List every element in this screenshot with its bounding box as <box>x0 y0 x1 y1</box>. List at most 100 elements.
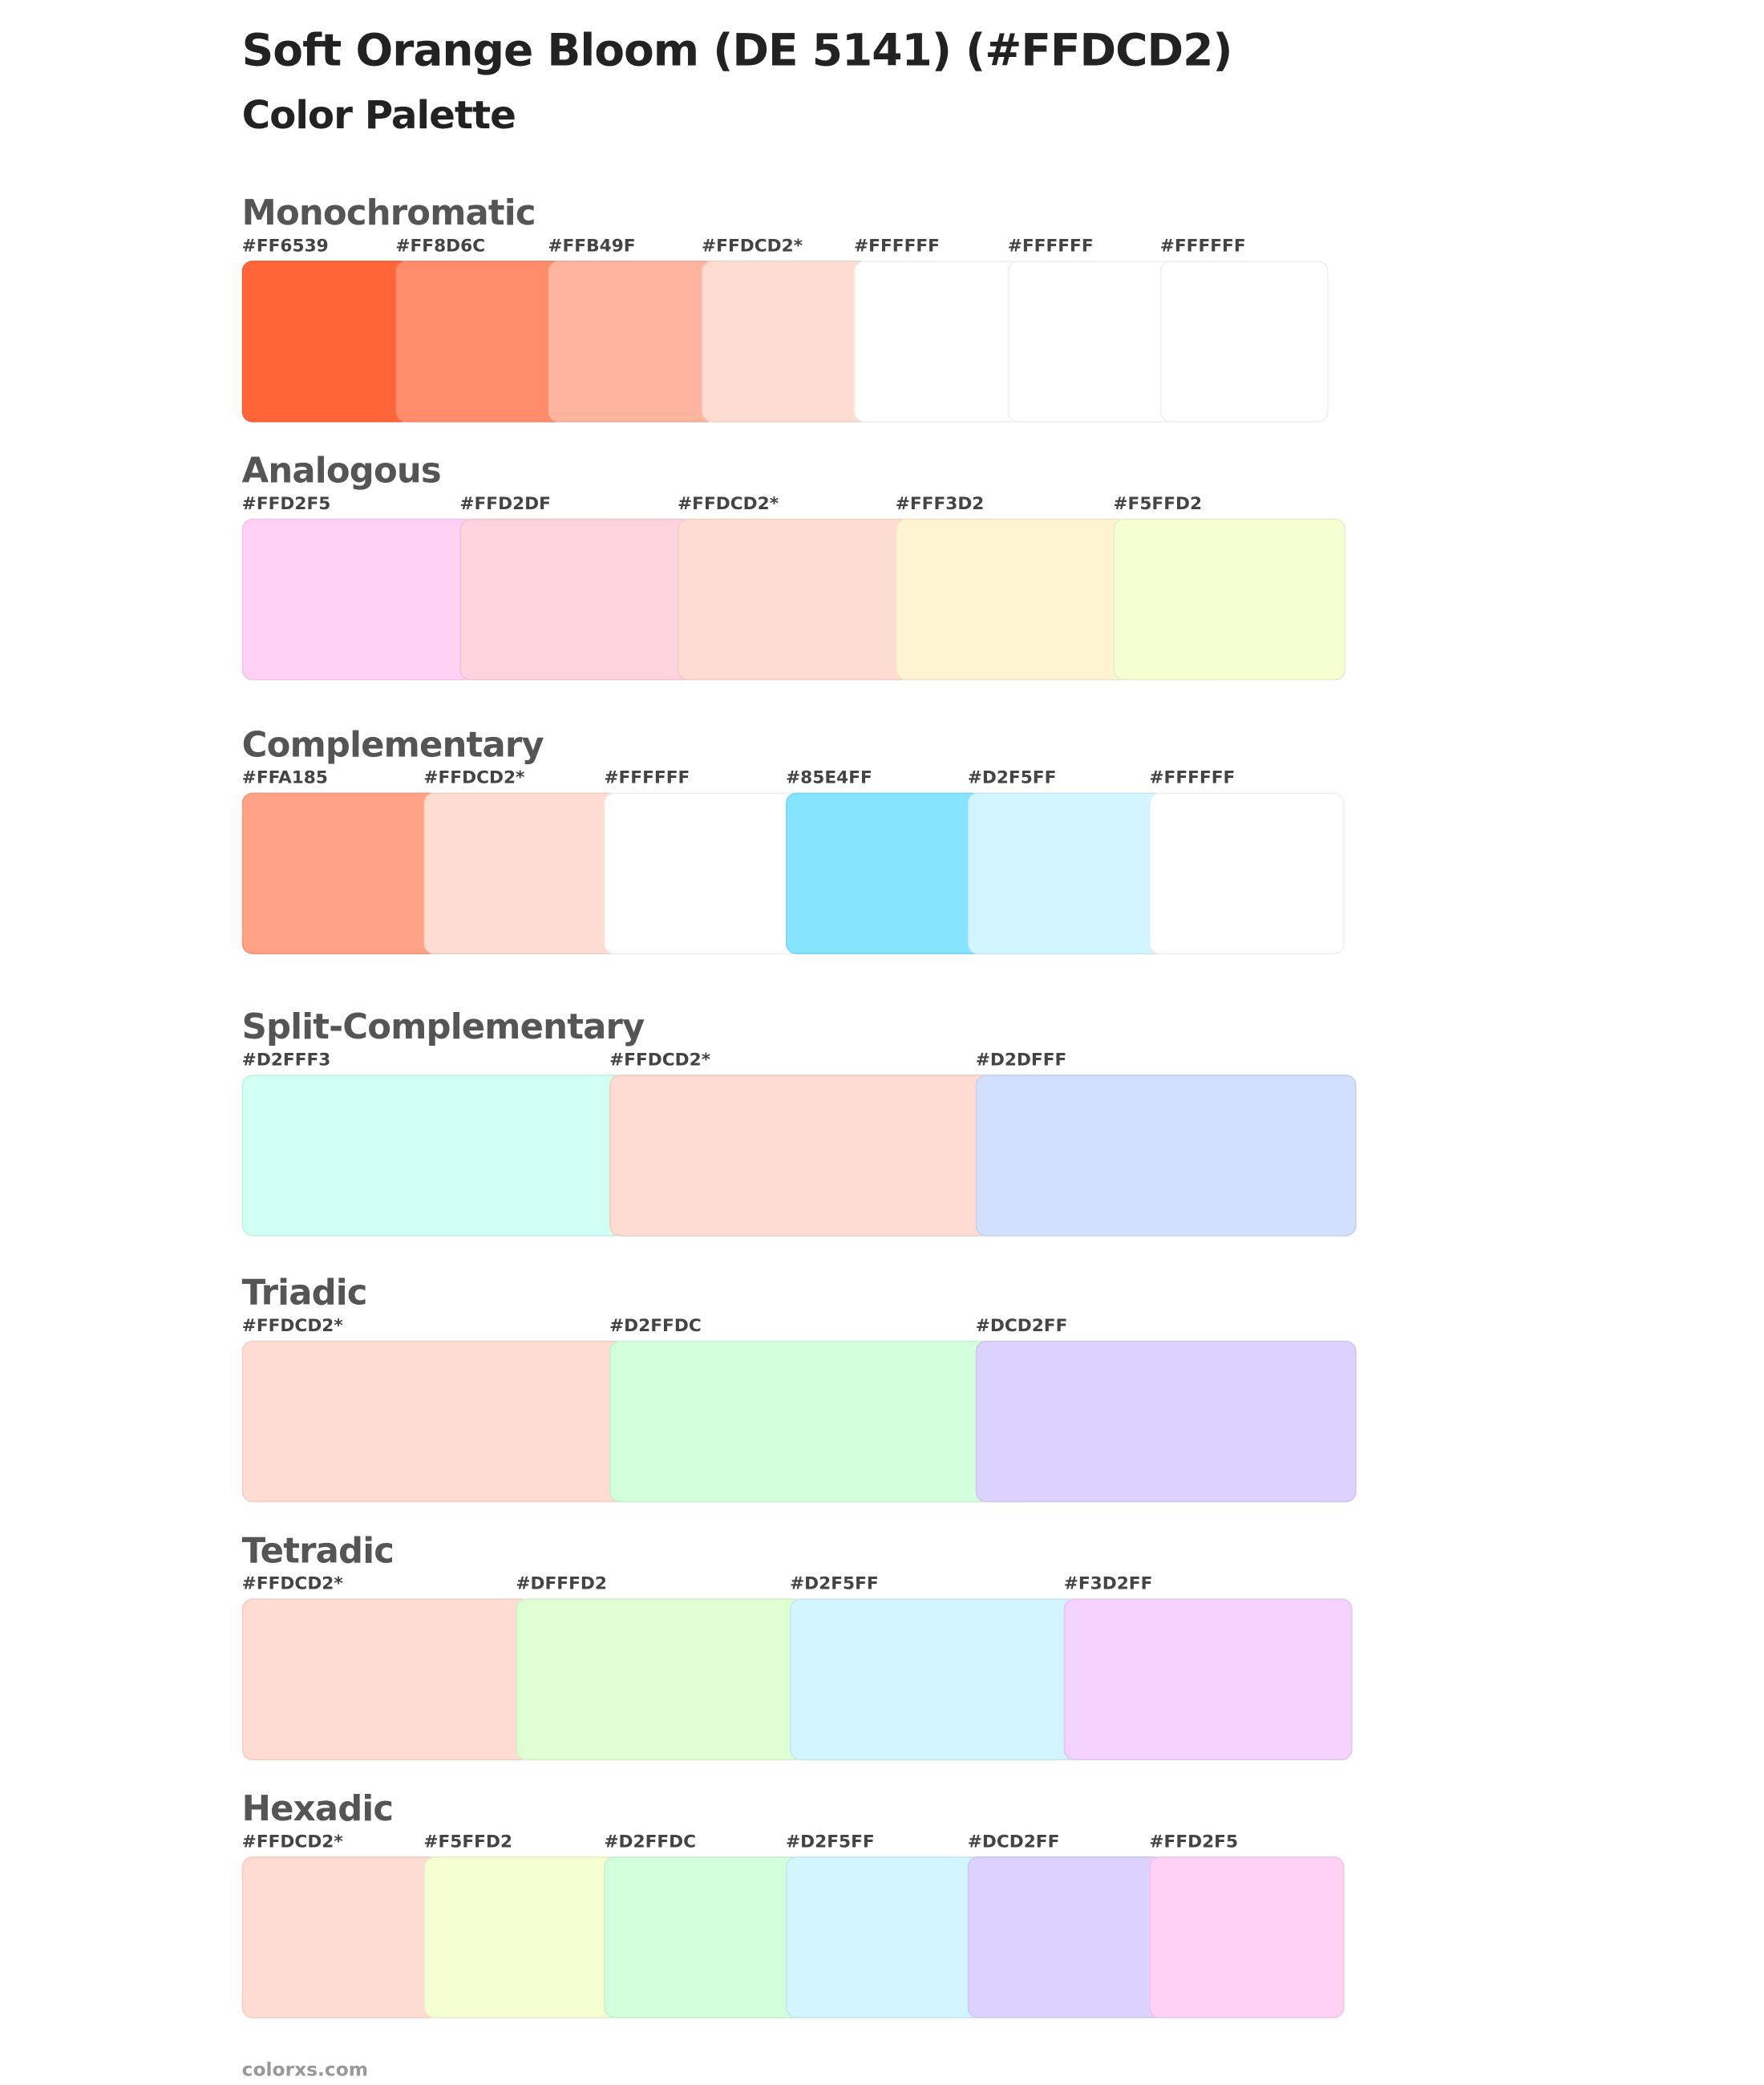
hex-label[interactable]: #F5FFD2 <box>1113 494 1203 515</box>
hex-label-row: #FFDCD2* #DFFFD2 #D2F5FF #F3D2FF <box>241 1572 1153 1598</box>
footer-site-name[interactable]: colorxs.com <box>241 2059 369 2082</box>
hex-label[interactable]: #FF8D6C <box>395 237 486 257</box>
hex-label[interactable]: #F5FFD2 <box>423 1832 513 1853</box>
hex-label[interactable]: #DCD2FF <box>967 1832 1060 1853</box>
section-analogous: Analogous #FFD2F5 #FFD2DF #FFDCD2* #FFF3D2 #F… <box>241 451 1346 681</box>
hex-label[interactable]: #FFDCD2* <box>609 1051 711 1071</box>
swatch-row <box>241 1598 1353 1761</box>
section-heading: Hexadic <box>241 1789 394 1830</box>
section-heading: Tetradic <box>241 1532 394 1573</box>
swatch-row <box>241 261 1329 423</box>
hex-label-row: #D2FFF3 #FFDCD2* #D2DFFF <box>241 1048 1067 1075</box>
color-swatch[interactable] <box>241 792 440 955</box>
hex-label[interactable]: #D2F5FF <box>967 768 1057 789</box>
hex-label-row: #FFDCD2* #F5FFD2 #D2FFDC #D2F5FF #DCD2FF #FFD… <box>241 1830 1238 1856</box>
hex-label[interactable]: #FFD2DF <box>459 494 551 515</box>
hex-label[interactable]: #D2FFDC <box>609 1316 702 1337</box>
color-swatch[interactable] <box>1149 792 1345 955</box>
color-swatch[interactable] <box>395 261 566 423</box>
color-swatch[interactable] <box>1113 518 1346 681</box>
color-swatch[interactable] <box>609 1340 993 1503</box>
hex-label[interactable]: #D2F5FF <box>786 1832 875 1853</box>
section-heading: Triadic <box>241 1273 368 1314</box>
color-swatch[interactable] <box>241 1340 626 1503</box>
hex-label[interactable]: #FFB49F <box>548 237 636 257</box>
hex-label-row: #FF6539 #FF8D6C #FFB49F #FFDCD2* #FFFFFF #FFF… <box>241 234 1246 261</box>
color-swatch[interactable] <box>241 1598 532 1761</box>
color-swatch[interactable] <box>548 261 718 423</box>
color-swatch[interactable] <box>1159 261 1329 423</box>
hex-label[interactable]: #DCD2FF <box>975 1316 1068 1337</box>
color-swatch[interactable] <box>967 1856 1166 2018</box>
hex-label[interactable]: #FFFFFF <box>604 768 690 789</box>
hex-label[interactable]: #FFFFFF <box>1149 768 1236 789</box>
page-subtitle: Color Palette <box>241 92 516 138</box>
section-heading: Analogous <box>241 451 442 492</box>
hex-label[interactable]: #FFDCD2* <box>241 1316 343 1337</box>
hex-label[interactable]: #FF6539 <box>241 237 329 257</box>
page-title: Soft Orange Bloom (DE 5141) (#FFDCD2) <box>241 24 1233 77</box>
color-swatch[interactable] <box>678 518 912 681</box>
hex-label[interactable]: #DFFFD2 <box>516 1574 607 1595</box>
color-swatch[interactable] <box>516 1598 807 1761</box>
color-swatch[interactable] <box>241 1856 440 2018</box>
section-split-complementary: Split-Complementary #D2FFF3 #FFDCD2* #D2DFF… <box>241 1007 1357 1237</box>
hex-label[interactable]: #F3D2FF <box>1063 1574 1153 1595</box>
section-heading: Monochromatic <box>241 193 536 234</box>
hex-label[interactable]: #FFDCD2* <box>423 768 525 789</box>
color-swatch[interactable] <box>975 1340 1357 1503</box>
color-swatch[interactable] <box>967 792 1166 955</box>
hex-label[interactable]: #FFFFFF <box>1007 237 1094 257</box>
color-swatch[interactable] <box>786 792 984 955</box>
section-hexadic: Hexadic #FFDCD2* #F5FFD2 #D2FFDC #D2F5FF #DCD… <box>241 1789 1345 2018</box>
hex-label[interactable]: #FFD2F5 <box>241 494 331 515</box>
section-complementary: Complementary #FFA185 #FFDCD2* #FFFFFF #85E4… <box>241 726 1345 955</box>
hex-label[interactable]: #FFFFFF <box>1159 237 1246 257</box>
color-swatch[interactable] <box>241 261 412 423</box>
color-swatch[interactable] <box>790 1598 1080 1761</box>
section-triadic: Triadic #FFDCD2* #D2FFDC #DCD2FF <box>241 1273 1357 1503</box>
hex-label[interactable]: #FFFFFF <box>854 237 941 257</box>
color-swatch[interactable] <box>702 261 872 423</box>
hex-label[interactable]: #FFA185 <box>241 768 328 789</box>
section-heading: Split-Complementary <box>241 1007 645 1048</box>
hex-label[interactable]: #D2FFDC <box>604 1832 697 1853</box>
hex-label[interactable]: #FFF3D2 <box>895 494 985 515</box>
color-swatch[interactable] <box>854 261 1024 423</box>
color-swatch[interactable] <box>241 1075 626 1237</box>
hex-label-row: #FFDCD2* #D2FFDC #DCD2FF <box>241 1314 1068 1340</box>
swatch-row <box>241 1075 1357 1237</box>
hex-label[interactable]: #D2F5FF <box>790 1574 879 1595</box>
hex-label[interactable]: #D2DFFF <box>975 1051 1067 1071</box>
hex-label-row: #FFD2F5 #FFD2DF #FFDCD2* #FFF3D2 #F5FFD2 <box>241 492 1202 518</box>
color-swatch[interactable] <box>786 1856 984 2018</box>
color-swatch[interactable] <box>604 1856 803 2018</box>
color-swatch[interactable] <box>1007 261 1178 423</box>
swatch-row <box>241 1856 1345 2018</box>
hex-label[interactable]: #85E4FF <box>786 768 872 789</box>
color-swatch[interactable] <box>241 518 476 681</box>
color-swatch[interactable] <box>1063 1598 1353 1761</box>
hex-label[interactable]: #FFD2F5 <box>1149 1832 1239 1853</box>
color-swatch[interactable] <box>459 518 694 681</box>
color-swatch[interactable] <box>423 1856 622 2018</box>
color-swatch[interactable] <box>975 1075 1357 1237</box>
hex-label[interactable]: #D2FFF3 <box>241 1051 331 1071</box>
hex-label[interactable]: #FFDCD2* <box>241 1574 343 1595</box>
section-heading: Complementary <box>241 726 544 767</box>
swatch-row <box>241 518 1346 681</box>
color-swatch[interactable] <box>423 792 622 955</box>
color-swatch[interactable] <box>609 1075 993 1237</box>
hex-label[interactable]: #FFDCD2* <box>702 237 803 257</box>
swatch-row <box>241 792 1345 955</box>
hex-label[interactable]: #FFDCD2* <box>678 494 779 515</box>
section-tetradic: Tetradic #FFDCD2* #DFFFD2 #D2F5FF #F3D2FF <box>241 1532 1353 1761</box>
color-swatch[interactable] <box>1149 1856 1345 2018</box>
hex-label-row: #FFA185 #FFDCD2* #FFFFFF #85E4FF #D2F5FF #FFF… <box>241 766 1236 792</box>
color-swatch[interactable] <box>895 518 1130 681</box>
swatch-row <box>241 1340 1357 1503</box>
color-swatch[interactable] <box>604 792 803 955</box>
hex-label[interactable]: #FFDCD2* <box>241 1832 343 1853</box>
section-monochromatic: Monochromatic #FF6539 #FF8D6C #FFB49F #FFDCD… <box>241 193 1329 423</box>
page-header: Soft Orange Bloom (DE 5141) (#FFDCD2) Co… <box>242 22 1579 144</box>
